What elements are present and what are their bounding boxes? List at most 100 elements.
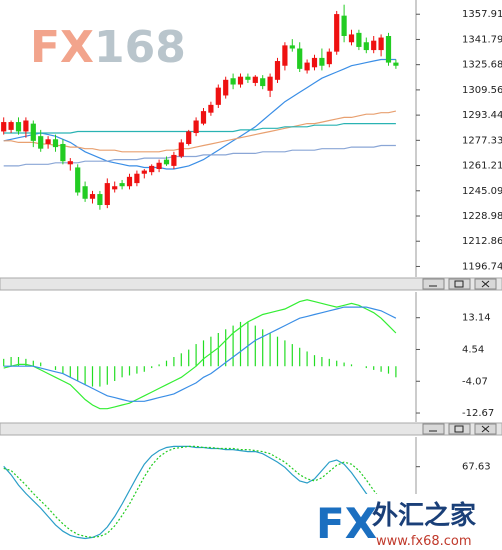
candle-body [23, 120, 29, 132]
indicator-line [3, 110, 397, 153]
candle-body [30, 123, 36, 141]
candle-body [156, 162, 162, 170]
candle-body [245, 76, 251, 80]
candle-body [75, 167, 81, 193]
candle-body [274, 61, 281, 80]
candle-body [134, 173, 140, 184]
candle-body [304, 62, 310, 71]
close-icon [481, 280, 490, 288]
candle-body [393, 62, 399, 66]
candle-body [15, 122, 22, 132]
indicator-line [3, 306, 397, 402]
candle-body [171, 154, 177, 166]
window-buttons[interactable] [422, 278, 497, 435]
indicator-line [3, 445, 397, 539]
logo-url: www.fx68.com [376, 534, 472, 549]
candle-body [38, 136, 44, 149]
maximize-icon [454, 425, 464, 433]
candle-body [223, 79, 229, 96]
candle-body [326, 51, 332, 65]
candle-body [163, 159, 170, 165]
y-tick-label: 1277.33 [462, 135, 502, 146]
candle-body [89, 194, 96, 199]
logo-box [312, 494, 502, 550]
candle-body [385, 35, 392, 63]
candle-body [97, 194, 103, 206]
candle-body [82, 186, 88, 199]
logo-fx: FX [316, 499, 377, 548]
watermark: FX168 [18, 16, 186, 73]
y-tick-label: -12.67 [462, 408, 494, 419]
candle-body [230, 78, 236, 85]
y-tick-label: 1212.86 [462, 236, 502, 247]
y-tick-label: -4.07 [462, 376, 488, 387]
minimize-button[interactable] [422, 278, 445, 290]
candle-body [45, 139, 51, 144]
candle-body [208, 104, 214, 113]
candle-body [237, 76, 244, 85]
candle-body [186, 131, 192, 144]
candle-body [52, 139, 59, 148]
logo-name: 外汇之家 [372, 500, 476, 531]
maximize-button[interactable] [448, 278, 471, 290]
watermark-fx: FX [30, 22, 94, 73]
y-tick-label: 1196.74 [462, 261, 502, 272]
maximize-button[interactable] [448, 423, 471, 435]
watermark-text: FX168 [30, 22, 186, 73]
maximize-icon [454, 280, 464, 288]
candle-body [200, 111, 207, 124]
y-tick-label: 1293.44 [462, 110, 502, 121]
candle-body [126, 176, 133, 187]
indicator-line [3, 58, 396, 170]
candle-body [178, 142, 184, 157]
y-tick-label: 1357.91 [462, 9, 502, 20]
candle-body [334, 14, 340, 52]
y-tick-label: 1309.56 [462, 85, 502, 96]
candle-body [260, 78, 266, 87]
y-tick-label: 1341.79 [462, 34, 502, 45]
y-tick-label: 1228.98 [462, 211, 502, 222]
candle-body [341, 15, 347, 36]
y-tick-label: 67.63 [462, 462, 491, 473]
y-tick-label: 1325.68 [462, 60, 502, 71]
candle-body [348, 34, 355, 43]
candle-body [67, 161, 73, 165]
y-tick-label: 1261.21 [462, 161, 502, 172]
candle-body [319, 57, 325, 66]
logo: FX 外汇之家 www.fx68.com [312, 494, 502, 550]
indicator-line [3, 123, 396, 134]
y-tick-label: 13.14 [462, 313, 491, 324]
candle-body [215, 87, 221, 105]
indicator-line [3, 299, 397, 410]
y-tick-label: 1245.09 [462, 186, 502, 197]
candle-body [289, 45, 295, 49]
candle-body [371, 40, 377, 51]
separator [0, 277, 502, 436]
watermark-num: 168 [94, 22, 186, 73]
candle-body [60, 143, 66, 162]
candle-body [193, 120, 199, 134]
candle-body [252, 76, 258, 83]
candle-body [356, 32, 362, 47]
indicator-line [3, 445, 397, 540]
candle-body [297, 48, 303, 69]
candle-body [112, 186, 118, 190]
separator-bar [0, 422, 502, 436]
candle-body [149, 165, 155, 173]
watermark-box [18, 16, 170, 70]
candle-body [141, 170, 147, 174]
candle-body [267, 76, 273, 91]
close-icon [481, 425, 490, 433]
candle-body [104, 183, 110, 206]
candle-body [1, 122, 7, 132]
y-tick-label: 4.54 [462, 344, 484, 355]
candle-body [311, 57, 318, 68]
minimize-button[interactable] [422, 423, 445, 435]
separator-bar [0, 277, 502, 291]
candle-body [8, 122, 14, 130]
candle-body [119, 183, 125, 187]
candle-body [378, 37, 384, 51]
